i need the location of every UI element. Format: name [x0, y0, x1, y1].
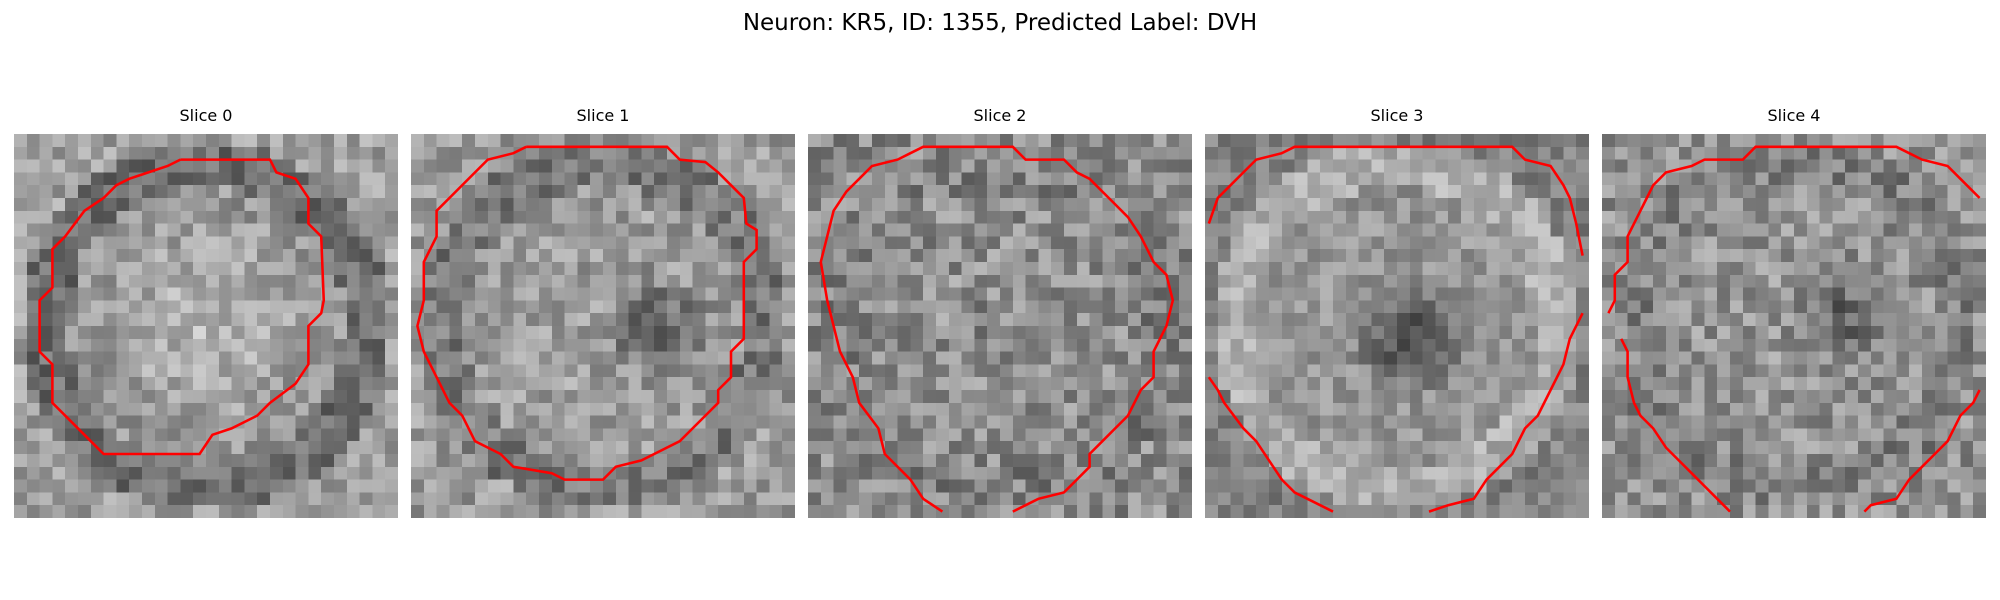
slice-panel-1: Slice 1 — [411, 106, 795, 518]
cell-contour — [40, 160, 324, 454]
contour-overlay — [1602, 134, 1986, 518]
cell-contour — [1429, 313, 1583, 511]
contour-overlay — [14, 134, 398, 518]
slice-title: Slice 2 — [808, 106, 1192, 126]
cell-contour — [821, 147, 1173, 512]
slice-panel-3: Slice 3 — [1205, 106, 1589, 518]
cell-contour — [417, 147, 756, 480]
slice-title: Slice 3 — [1205, 106, 1589, 126]
cell-contour — [1209, 147, 1583, 256]
contour-overlay — [1205, 134, 1589, 518]
contour-overlay — [808, 134, 1192, 518]
slice-panel-0: Slice 0 — [14, 106, 398, 518]
slice-title: Slice 4 — [1602, 106, 1986, 126]
slice-title: Slice 0 — [14, 106, 398, 126]
cell-contour — [1608, 147, 1979, 313]
cell-contour — [1209, 377, 1333, 511]
contour-overlay — [411, 134, 795, 518]
slice-panel-4: Slice 4 — [1602, 106, 1986, 518]
cell-contour — [1621, 339, 1730, 512]
figure-title: Neuron: KR5, ID: 1355, Predicted Label: … — [0, 6, 2000, 40]
cell-contour — [1864, 390, 1979, 512]
slice-panel-2: Slice 2 — [808, 106, 1192, 518]
slice-title: Slice 1 — [411, 106, 795, 126]
